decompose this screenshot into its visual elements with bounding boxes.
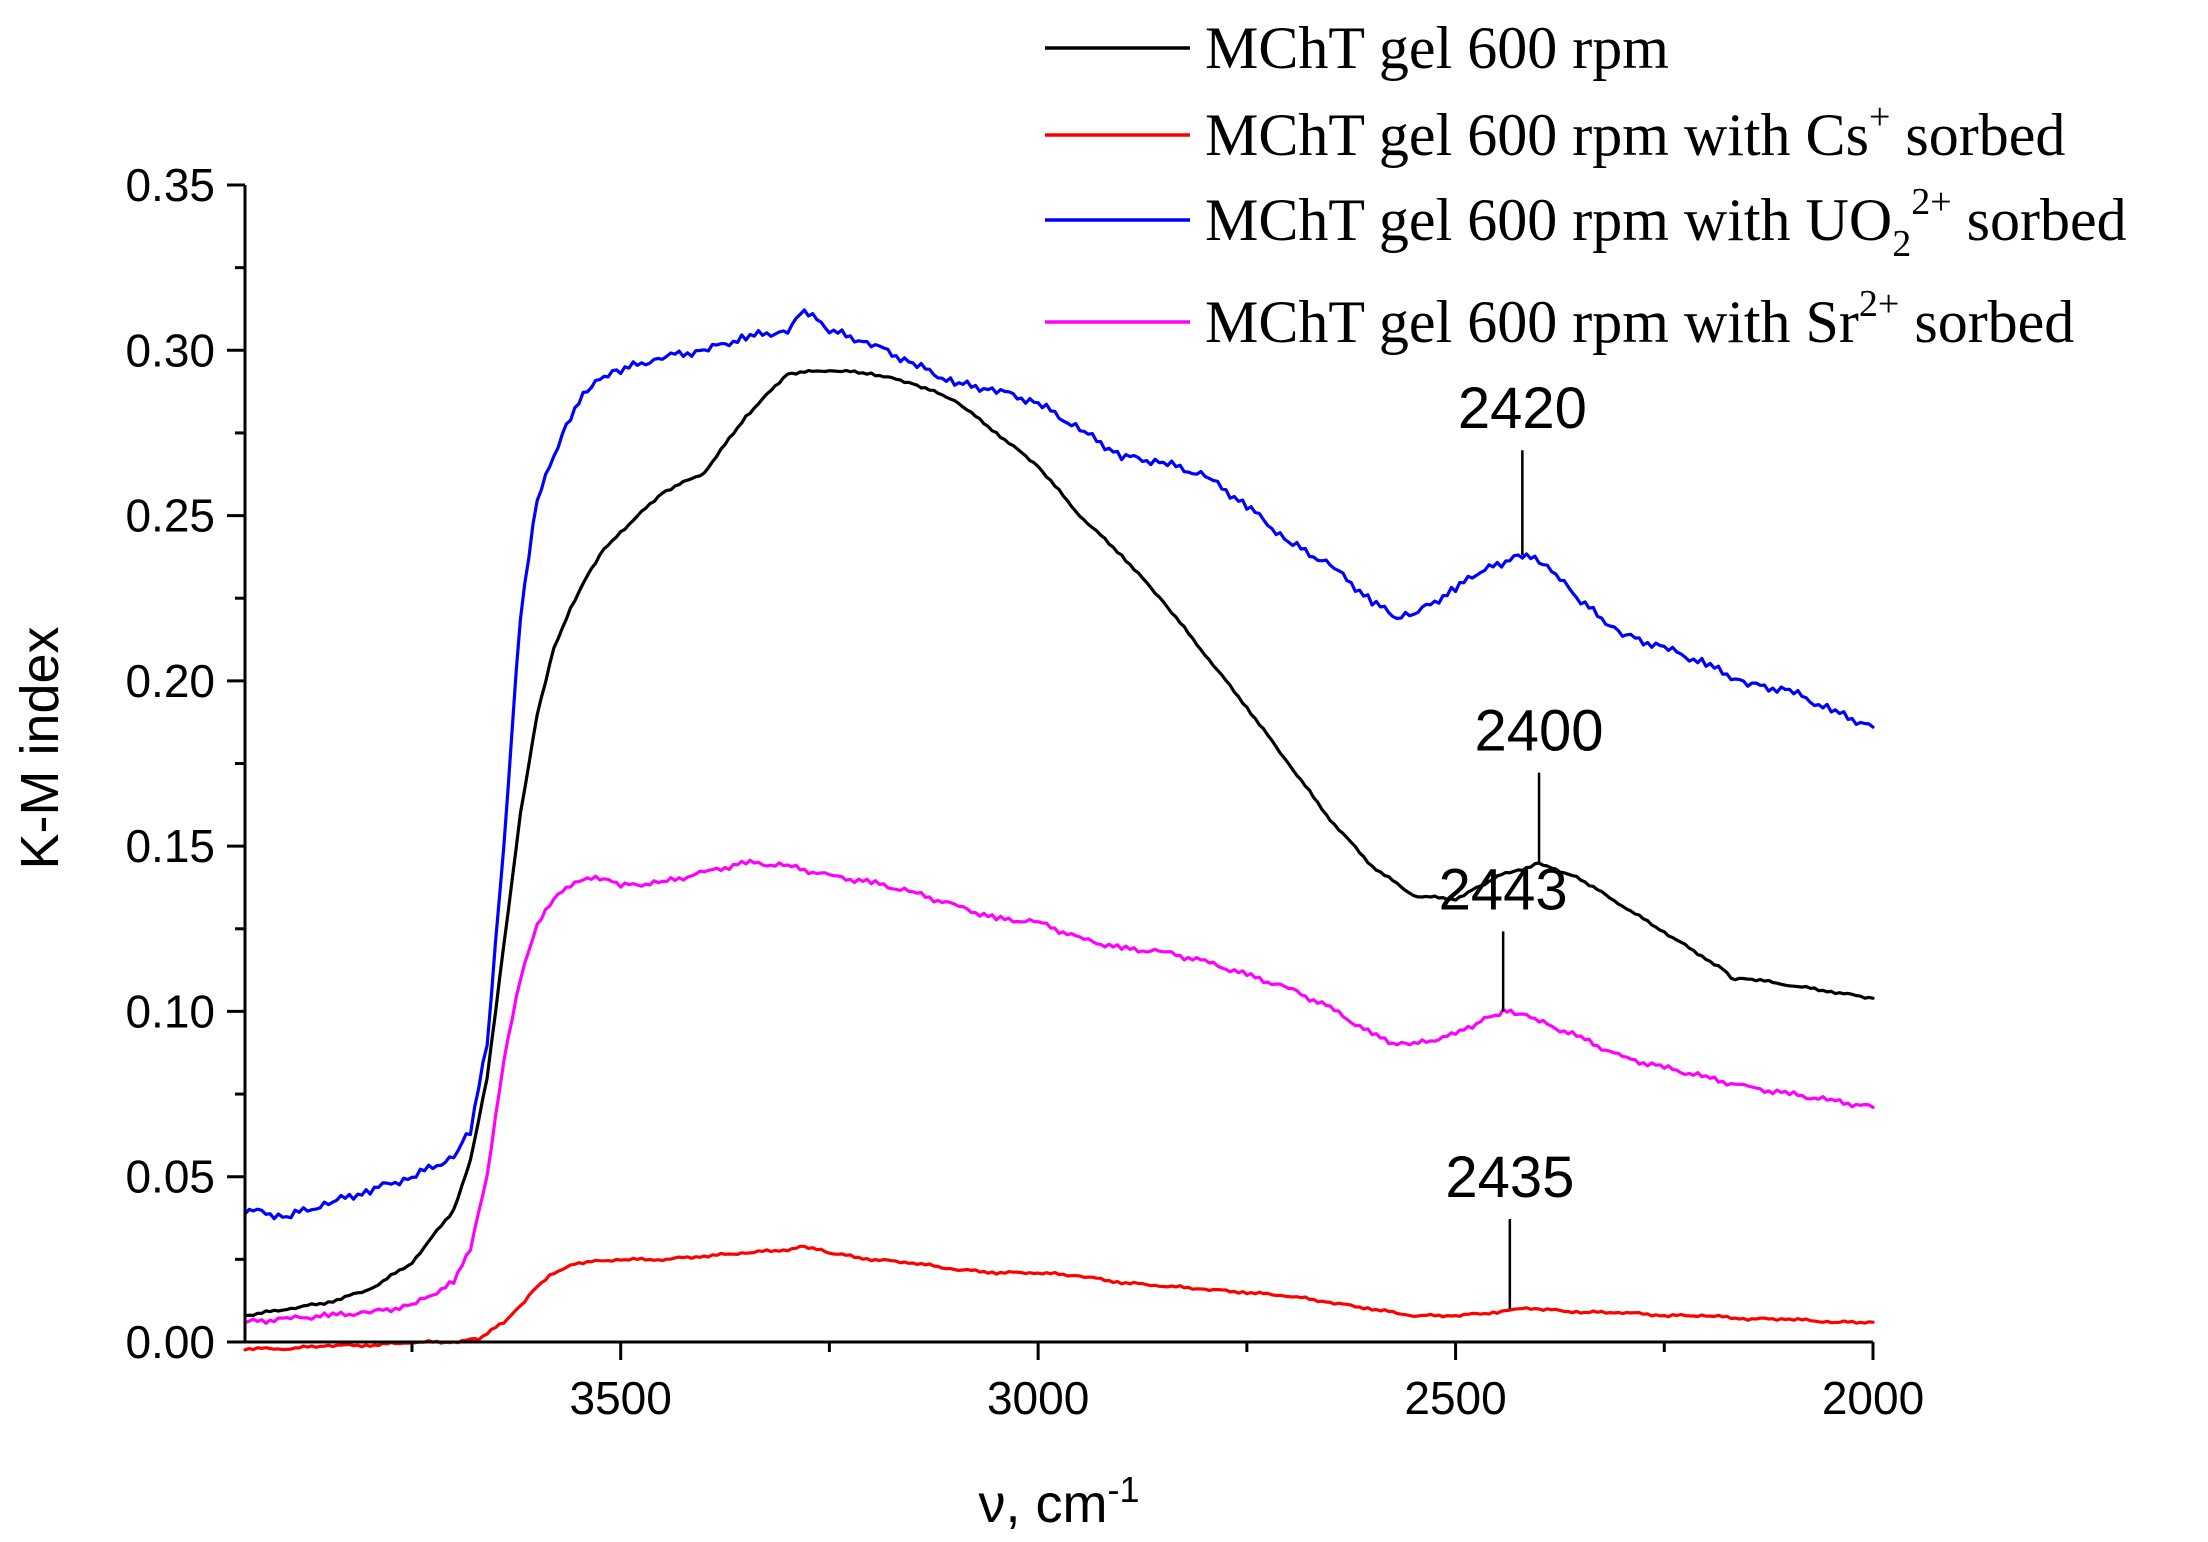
y-tick-label: 0.05 [125,1151,215,1203]
x-tick-label: 2500 [1404,1372,1506,1424]
x-tick-label: 3000 [987,1372,1089,1424]
legend-label: MChT gel 600 rpm with Cs+ sorbed [1205,96,2065,168]
y-tick-label: 0.35 [125,159,215,211]
y-tick-label: 0.10 [125,985,215,1037]
legend-label: MChT gel 600 rpm with Sr2+ sorbed [1205,283,2074,355]
annotation-layer: 2420 2400 2443 2435 [1439,376,1604,1309]
y-tick-label: 0.25 [125,490,215,542]
series-line-4 [243,858,1875,1325]
series-line-2 [243,1244,1875,1352]
legend-label: MChT gel 600 rpm [1205,15,1669,81]
annotation-label: 2420 [1458,376,1587,441]
legend: MChT gel 600 rpm MChT gel 600 rpm with Cs… [1045,15,2127,355]
series-layer [243,308,1875,1352]
annotation-label: 2435 [1445,1145,1574,1210]
x-axis-label-main: ν, cm [978,1474,1107,1534]
x-tick-label: 2000 [1822,1372,1924,1424]
annotation-label: 2400 [1475,699,1604,764]
annotation-label: 2443 [1439,857,1568,922]
y-tick-label: 0.15 [125,820,215,872]
x-axis-label: ν, cm-1 [978,1469,1139,1534]
x-axis-label-exponent: -1 [1107,1469,1139,1510]
y-tick-label: 0.20 [125,655,215,707]
series-line-3 [243,308,1875,1221]
y-tick-label: 0.00 [125,1316,215,1368]
series-line-1 [243,368,1875,1318]
ticks-layer: 3500 3000 2500 2000 0.00 0.05 0.10 0.15 0.20 0.25… [125,159,1924,1424]
x-tick-label: 3500 [570,1372,672,1424]
y-tick-label: 0.30 [125,324,215,376]
y-axis-label: K-M index [10,626,70,869]
legend-label: MChT gel 600 rpm with UO22+ sorbed [1205,181,2127,265]
